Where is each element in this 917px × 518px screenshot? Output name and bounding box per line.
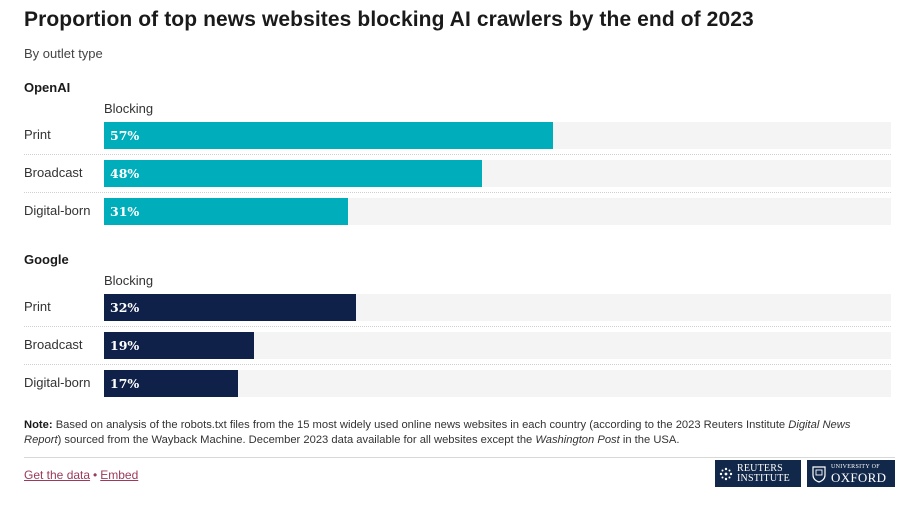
- bar-track-openai-print: 57%: [104, 122, 891, 149]
- university-of-oxford-logo[interactable]: UNIVERSITY OF OXFORD: [807, 460, 895, 487]
- bar-value-google-broadcast: 19%: [110, 338, 140, 353]
- row-divider: [24, 364, 891, 365]
- get-the-data-link[interactable]: Get the data: [24, 468, 91, 482]
- bar-value-google-print: 32%: [110, 300, 140, 315]
- reuters-dots-icon: [719, 467, 733, 480]
- section-title-google: Google: [24, 252, 69, 267]
- row-label-openai-broadcast: Broadcast: [24, 165, 83, 180]
- bar-value-openai-print: 57%: [110, 128, 140, 143]
- row-label-google-broadcast: Broadcast: [24, 337, 83, 352]
- bar-openai-broadcast: 48%: [104, 160, 482, 187]
- note-text-3: in the USA.: [619, 434, 680, 446]
- chart-note: Note: Based on analysis of the robots.tx…: [24, 418, 884, 448]
- bar-google-broadcast: 19%: [104, 332, 254, 359]
- chart-subtitle: By outlet type: [24, 46, 103, 61]
- row-divider: [24, 192, 891, 193]
- bar-openai-digital-born: 31%: [104, 198, 348, 225]
- reuters-logo-line2: INSTITUTE: [737, 472, 790, 484]
- oxford-logo-line1: UNIVERSITY OF: [831, 463, 880, 470]
- bar-google-digital-born: 17%: [104, 370, 238, 397]
- oxford-crest-icon: [812, 465, 826, 483]
- bar-value-google-digital-born: 17%: [110, 376, 140, 391]
- note-text-1: Based on analysis of the robots.txt file…: [52, 419, 789, 431]
- footer-separator: •: [93, 468, 98, 482]
- row-divider: [24, 326, 891, 327]
- bar-track-openai-broadcast: 48%: [104, 160, 891, 187]
- note-italic-1: Digital News Report: [24, 419, 851, 446]
- row-label-google-digital-born: Digital-born: [24, 375, 91, 390]
- bar-track-google-digital-born: 17%: [104, 370, 891, 397]
- bar-track-google-print: 32%: [104, 294, 891, 321]
- bar-value-openai-digital-born: 31%: [110, 204, 140, 219]
- bar-value-openai-broadcast: 48%: [110, 166, 140, 181]
- row-label-openai-print: Print: [24, 127, 51, 142]
- reuters-institute-logo[interactable]: REUTERS INSTITUTE: [715, 460, 801, 487]
- oxford-logo-line2: OXFORD: [831, 469, 887, 485]
- row-label-openai-digital-born: Digital-born: [24, 203, 91, 218]
- note-text-2: ) sourced from the Wayback Machine. Dece…: [57, 434, 536, 446]
- column-header-openai: Blocking: [104, 101, 154, 116]
- column-header-google: Blocking: [104, 273, 154, 288]
- section-title-openai: OpenAI: [24, 80, 71, 95]
- reuters-logo-line1: REUTERS: [737, 462, 783, 474]
- footer-links: Get the data • Embed: [24, 468, 138, 482]
- footer-divider: [24, 457, 895, 458]
- row-divider: [24, 154, 891, 155]
- bar-google-print: 32%: [104, 294, 356, 321]
- embed-link[interactable]: Embed: [100, 468, 139, 482]
- note-italic-2: Washington Post: [535, 434, 620, 446]
- bar-openai-print: 57%: [104, 122, 553, 149]
- bar-track-openai-digital-born: 31%: [104, 198, 891, 225]
- row-label-google-print: Print: [24, 299, 51, 314]
- bar-track-google-broadcast: 19%: [104, 332, 891, 359]
- note-label: Note:: [24, 419, 53, 431]
- chart-title: Proportion of top news websites blocking…: [24, 8, 754, 31]
